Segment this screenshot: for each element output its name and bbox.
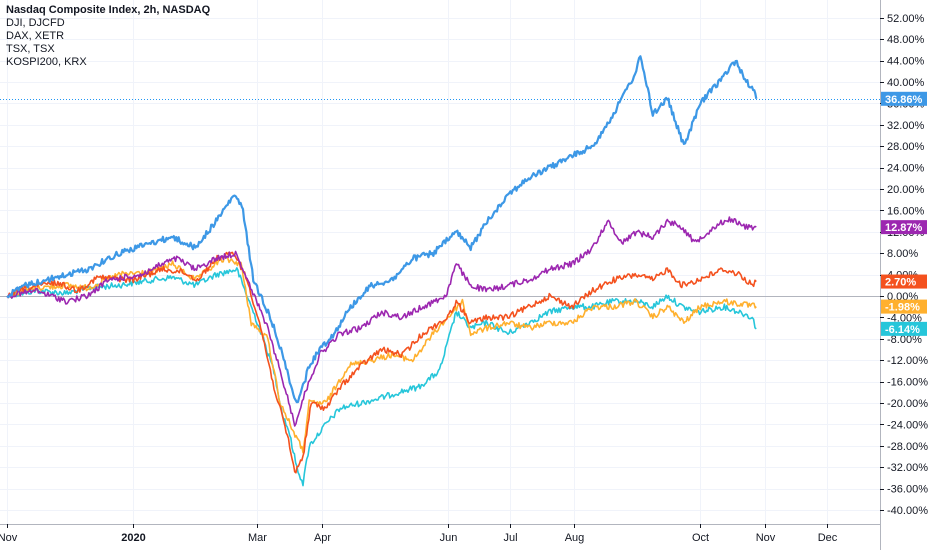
y-tick-label-22: -36.00% (887, 484, 928, 496)
y-tick-label-3: 40.00% (887, 77, 925, 89)
badge-label-dji: -1.98% (885, 302, 920, 314)
last-value-badges: 36.86% 12.87% 2.70% -1.98% -6.14% (881, 91, 927, 336)
legend-entry-dji: DJI, DJCFD (6, 17, 65, 29)
x-tick-label-1: 2020 (121, 532, 145, 544)
y-tick-label-17: -16.00% (887, 377, 928, 389)
y-tick-label-20: -28.00% (887, 441, 928, 453)
series-line-nasdaq-composite-index (6, 55, 758, 404)
y-tick-label-11: 8.00% (887, 248, 918, 260)
x-tick-label-8: Nov (756, 532, 776, 544)
badge-label-kospi200: 12.87% (885, 222, 923, 234)
y-tick-label-14: -4.00% (887, 312, 922, 324)
badge-label-dax: 2.70% (885, 277, 916, 289)
y-tick-label-16: -12.00% (887, 355, 928, 367)
time-scale-background (0, 524, 880, 550)
x-tick-label-6: Aug (565, 532, 585, 544)
x-tick-label-7: Oct (692, 532, 709, 544)
legend-entry-tsx: TSX, TSX (6, 43, 55, 55)
y-tick-label-23: -40.00% (887, 505, 928, 517)
y-tick-label-15: -8.00% (887, 334, 922, 346)
badge-label-tsx: -6.14% (885, 324, 920, 336)
series-line-kospi200 (6, 216, 757, 427)
x-tick-label-3: Apr (314, 532, 331, 544)
x-tick-label-9: Dec (818, 532, 838, 544)
badge-bg-dax (881, 274, 927, 289)
y-tick-label-2: 44.00% (887, 56, 925, 68)
x-tick-label-4: Jun (440, 532, 458, 544)
x-tick-label-0: Nov (0, 532, 18, 544)
y-tick-label-1: 48.00% (887, 34, 925, 46)
y-tick-label-18: -20.00% (887, 398, 928, 410)
y-tick-label-0: 52.00% (887, 13, 925, 25)
legend: Nasdaq Composite Index, 2h, NASDAQ DJI, … (6, 4, 210, 69)
legend-entry-kospi200: KOSPI200, KRX (6, 56, 87, 68)
legend-entry-main: Nasdaq Composite Index, 2h, NASDAQ (6, 4, 211, 16)
y-tick-label-21: -32.00% (887, 462, 928, 474)
y-tick-label-9: 16.00% (887, 205, 925, 217)
x-tick-label-2: Mar (248, 532, 267, 544)
y-tick-label-8: 20.00% (887, 184, 925, 196)
legend-entry-dax: DAX, XETR (6, 30, 65, 42)
badge-bg-dji (881, 299, 927, 314)
badge-bg-tsx (881, 321, 927, 336)
badge-bg-kospi200 (881, 220, 927, 235)
y-tick-label-6: 28.00% (887, 141, 925, 153)
y-tick-label-19: -24.00% (887, 419, 928, 431)
y-tick-label-7: 24.00% (887, 163, 925, 175)
y-tick-label-5: 32.00% (887, 120, 925, 132)
series-line-dji (6, 255, 757, 454)
badge-label-nasdaq-composite-index: 36.86% (885, 94, 923, 106)
gridlines (0, 0, 880, 524)
series-group (6, 55, 758, 487)
badge-bg-nasdaq-composite-index (881, 91, 927, 106)
time-scale: Nov 2020 Mar Apr Jun Jul Aug Oct Nov Dec (0, 524, 880, 550)
x-tick-label-5: Jul (503, 532, 517, 544)
